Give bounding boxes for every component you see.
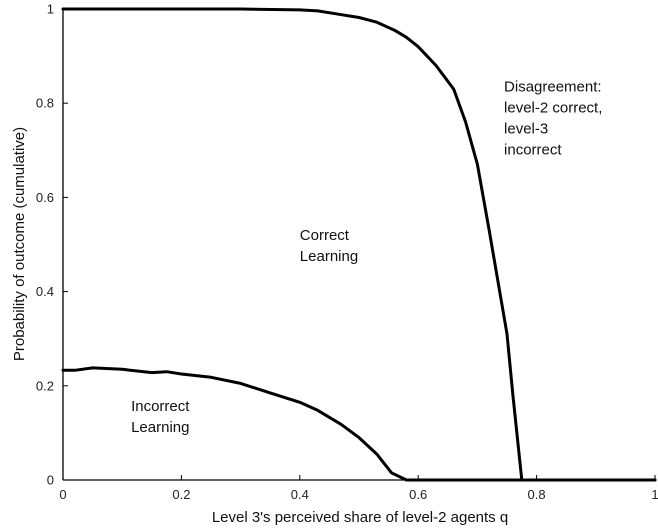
y-tick-label: 1	[47, 2, 54, 17]
region-label-line: Learning	[131, 419, 189, 436]
region-label-line: Correct	[300, 227, 350, 244]
y-axis-title: Probability of outcome (cumulative)	[11, 127, 28, 361]
axes: 0 0.2 0.4 0.6 0.8 1 0 0.2 0.4 0.6 0.8 1	[36, 2, 658, 503]
region-label-line: incorrect	[504, 141, 562, 158]
x-tick-label: 0.4	[291, 487, 309, 502]
series-layer	[61, 7, 657, 482]
region-label-2: Correct Learning	[300, 227, 358, 265]
x-tick-label: 0.8	[528, 487, 546, 502]
x-axis-title: Level 3's perceived share of level-2 age…	[212, 509, 508, 526]
region-label-1: Disagreement: level-2 correct, level-3 inco…	[504, 78, 602, 158]
y-tick-label: 0.2	[36, 378, 54, 393]
region-label-line: Incorrect	[131, 398, 190, 415]
y-tick-label: 0.8	[36, 96, 54, 111]
series-line-2	[61, 7, 657, 482]
y-tick-label: 0	[47, 473, 54, 488]
region-label-line: Disagreement:	[504, 78, 602, 95]
y-tick-label: 0.4	[36, 284, 54, 299]
x-tick-label: 0.6	[409, 487, 427, 502]
region-label-line: level-2 correct,	[504, 99, 602, 116]
region-label-line: level-3	[504, 120, 548, 137]
annotations: Disagreement: level-2 correct, level-3 inco…	[131, 78, 602, 435]
y-tick-label: 0.6	[36, 190, 54, 205]
series-line-1	[61, 366, 657, 482]
region-label-3: Incorrect Learning	[131, 398, 190, 436]
x-tick-label: 0.2	[172, 487, 190, 502]
region-label-line: Learning	[300, 248, 358, 265]
x-tick-label: 0	[59, 487, 66, 502]
x-tick-label: 1	[651, 487, 658, 502]
